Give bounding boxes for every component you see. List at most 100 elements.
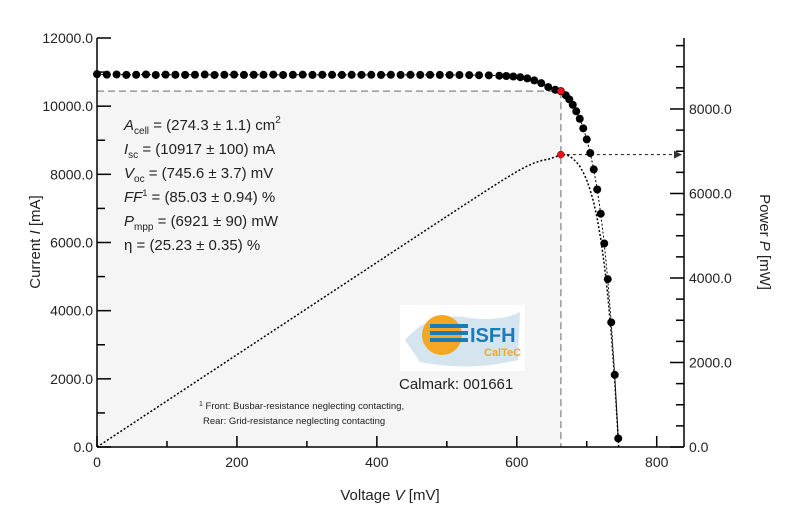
iv-data-point <box>426 70 435 79</box>
iv-data-point <box>141 70 150 79</box>
y2-axis-label: Power P [mW] <box>756 194 773 290</box>
iv-data-point <box>475 71 484 80</box>
iv-data-point <box>537 79 546 88</box>
calmark: Calmark: 001661 <box>399 376 513 393</box>
iv-data-point <box>367 70 376 79</box>
y2-tick-label: 8000.0 <box>689 101 732 117</box>
iv-data-point <box>220 70 229 79</box>
iv-data-point <box>586 149 595 158</box>
y-tick-label: 8000.0 <box>50 166 93 182</box>
iv-data-point <box>259 70 268 79</box>
iv-data-point <box>288 70 297 79</box>
iv-data-point <box>579 124 588 133</box>
stat-line: η = (25.23 ± 0.35) % <box>124 237 260 254</box>
y-tick-label: 0.0 <box>74 439 94 455</box>
iv-data-point <box>357 70 366 79</box>
iv-data-point <box>112 70 121 79</box>
arrow-head-icon <box>674 150 682 159</box>
iv-data-point <box>516 73 525 82</box>
iv-data-point <box>610 370 619 379</box>
iv-data-point <box>347 70 356 79</box>
iv-data-point <box>603 275 612 284</box>
iv-data-point <box>161 70 170 79</box>
logo-subtext: CalTeC <box>484 347 521 359</box>
iv-data-point <box>484 71 493 80</box>
iv-data-point <box>151 70 160 79</box>
y-tick-label: 2000.0 <box>50 371 93 387</box>
x-axis-label: Voltage V [mV] <box>340 487 439 504</box>
y2-tick-label: 4000.0 <box>689 270 732 286</box>
iv-data-point <box>465 71 474 80</box>
stats-block: Acell = (274.3 ± 1.1) cm2 Isc = (10917 ± … <box>123 115 281 254</box>
iv-data-point <box>122 70 131 79</box>
iv-data-point <box>416 70 425 79</box>
y2-tick-label: 0.0 <box>689 439 709 455</box>
iv-data-point <box>582 135 591 144</box>
logo-text: ISFH <box>470 325 516 347</box>
mpp-power-point <box>557 150 565 159</box>
iv-data-point <box>593 185 602 194</box>
iv-data-point <box>200 70 209 79</box>
iv-data-point <box>530 76 539 85</box>
iv-data-point <box>279 70 288 79</box>
iv-data-point <box>544 83 553 92</box>
iv-data-point <box>575 114 584 123</box>
power-curve <box>96 153 620 448</box>
iv-data-point <box>190 70 199 79</box>
iv-data-point <box>337 70 346 79</box>
iv-data-point <box>509 72 518 81</box>
stat-line: Pmpp = (6921 ± 90) mW <box>124 213 279 233</box>
mpp-current-point <box>557 87 565 95</box>
footnote-line-1: 1 Front: Busbar-resistance neglecting co… <box>199 401 404 412</box>
iv-data-point <box>328 70 337 79</box>
stat-line: Voc = (745.6 ± 3.7) mV <box>124 165 273 185</box>
iv-data-point <box>523 74 532 83</box>
iv-data-point <box>435 70 444 79</box>
iv-data-point <box>600 239 609 248</box>
y-tick-label: 6000.0 <box>50 235 93 251</box>
stat-line: FF1 = (85.03 ± 0.94) % <box>124 188 275 206</box>
iv-data-point <box>210 70 219 79</box>
iv-data-point <box>614 434 623 443</box>
x-tick-label: 400 <box>365 454 389 470</box>
iv-data-point <box>406 70 415 79</box>
x-tick-label: 200 <box>225 454 249 470</box>
y-tick-label: 10000.0 <box>42 98 93 114</box>
iv-data-point <box>445 70 454 79</box>
iv-data-point <box>377 70 386 79</box>
footnote-line-2: Rear: Grid-resistance neglecting contact… <box>203 416 385 427</box>
iv-data-point <box>181 70 190 79</box>
iv-data-point <box>269 70 278 79</box>
y-axis-label: Current I [mA] <box>27 195 44 288</box>
iv-data-point <box>308 70 317 79</box>
isfh-caltec-logo: ISFH CalTeC <box>400 305 525 371</box>
y-tick-label: 12000.0 <box>42 30 93 46</box>
iv-data-point <box>230 70 239 79</box>
iv-data-point <box>455 70 464 79</box>
y-tick-label: 4000.0 <box>50 303 93 319</box>
y2-tick-label: 6000.0 <box>689 185 732 201</box>
iv-data-point <box>396 70 405 79</box>
mpp-shaded-region <box>97 91 561 448</box>
iv-data-point <box>589 165 598 174</box>
iv-data-point <box>239 70 248 79</box>
iv-data-point <box>502 72 511 81</box>
iv-data-point <box>298 70 307 79</box>
stat-line: Acell = (274.3 ± 1.1) cm2 <box>123 115 281 137</box>
iv-data-point <box>386 70 395 79</box>
x-tick-label: 600 <box>505 454 529 470</box>
x-tick-label: 0 <box>93 454 101 470</box>
iv-data-point <box>249 70 258 79</box>
iv-data-point <box>171 70 180 79</box>
iv-data-point <box>572 107 581 116</box>
x-tick-label: 800 <box>645 454 669 470</box>
iv-data-point <box>596 209 605 218</box>
iv-data-point <box>132 70 141 79</box>
stat-line: Isc = (10917 ± 100) mA <box>124 141 275 161</box>
y2-tick-label: 2000.0 <box>689 354 732 370</box>
iv-data-point <box>318 70 327 79</box>
iv-data-point <box>495 71 504 80</box>
iv-data-point <box>568 100 577 109</box>
iv-data-point <box>607 318 616 327</box>
